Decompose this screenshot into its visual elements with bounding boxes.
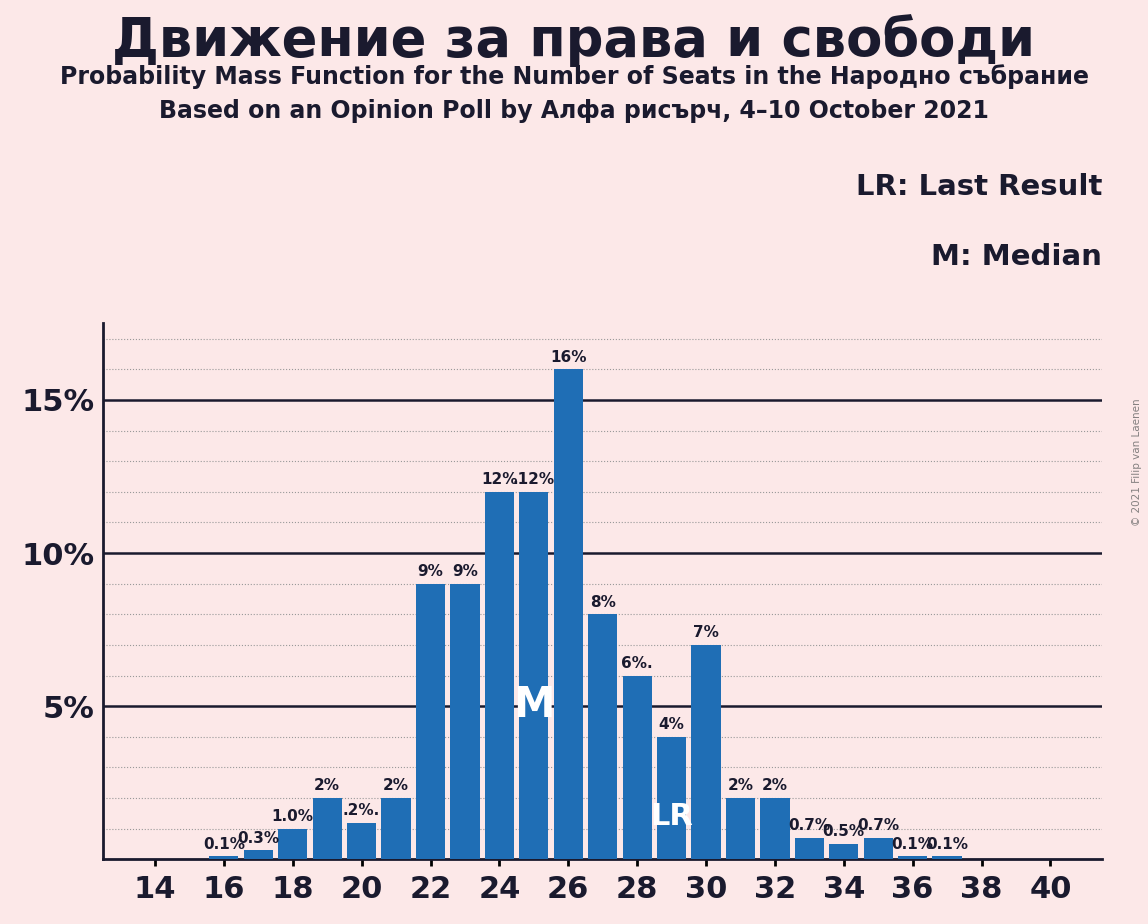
Bar: [588, 614, 618, 859]
Text: 12%: 12%: [481, 472, 518, 487]
Text: Based on an Opinion Poll by Алфа рисърч, 4–10 October 2021: Based on an Opinion Poll by Алфа рисърч,…: [160, 99, 988, 123]
Text: 8%: 8%: [590, 595, 615, 610]
Text: © 2021 Filip van Laenen: © 2021 Filip van Laenen: [1132, 398, 1142, 526]
Bar: [450, 584, 480, 859]
Text: LR: LR: [650, 802, 693, 831]
Bar: [726, 798, 755, 859]
Text: 6%.: 6%.: [621, 656, 653, 671]
Text: 4%: 4%: [659, 717, 684, 732]
Bar: [381, 798, 411, 859]
Text: 0.5%: 0.5%: [823, 824, 864, 839]
Text: 0.7%: 0.7%: [789, 819, 830, 833]
Text: 0.1%: 0.1%: [926, 836, 968, 852]
Bar: [794, 838, 824, 859]
Text: 7%: 7%: [693, 626, 719, 640]
Text: 9%: 9%: [452, 565, 478, 579]
Text: 0.3%: 0.3%: [238, 831, 279, 845]
Text: 0.7%: 0.7%: [858, 819, 899, 833]
Text: 1.0%: 1.0%: [272, 809, 313, 824]
Text: Движение за права и свободи: Движение за права и свободи: [113, 14, 1035, 67]
Text: .2%.: .2%.: [343, 803, 380, 818]
Text: M: Median: M: Median: [931, 243, 1102, 271]
Bar: [657, 736, 687, 859]
Bar: [209, 857, 239, 859]
Bar: [416, 584, 445, 859]
Text: 0.1%: 0.1%: [203, 836, 245, 852]
Text: 9%: 9%: [418, 565, 443, 579]
Bar: [760, 798, 790, 859]
Text: Probability Mass Function for the Number of Seats in the Народно събрание: Probability Mass Function for the Number…: [60, 65, 1088, 90]
Bar: [829, 844, 859, 859]
Bar: [312, 798, 342, 859]
Text: 2%: 2%: [762, 779, 788, 794]
Text: .12%: .12%: [513, 472, 554, 487]
Bar: [553, 370, 583, 859]
Text: 2%: 2%: [315, 779, 340, 794]
Bar: [932, 857, 962, 859]
Text: 2%: 2%: [383, 779, 409, 794]
Text: 2%: 2%: [728, 779, 753, 794]
Bar: [243, 850, 273, 859]
Bar: [863, 838, 893, 859]
Text: M: M: [513, 684, 554, 726]
Text: LR: Last Result: LR: Last Result: [855, 174, 1102, 201]
Bar: [622, 675, 652, 859]
Bar: [347, 822, 377, 859]
Bar: [484, 492, 514, 859]
Text: 16%: 16%: [550, 350, 587, 365]
Bar: [278, 829, 308, 859]
Bar: [691, 645, 721, 859]
Text: 0.1%: 0.1%: [892, 836, 933, 852]
Bar: [898, 857, 928, 859]
Bar: [519, 492, 549, 859]
